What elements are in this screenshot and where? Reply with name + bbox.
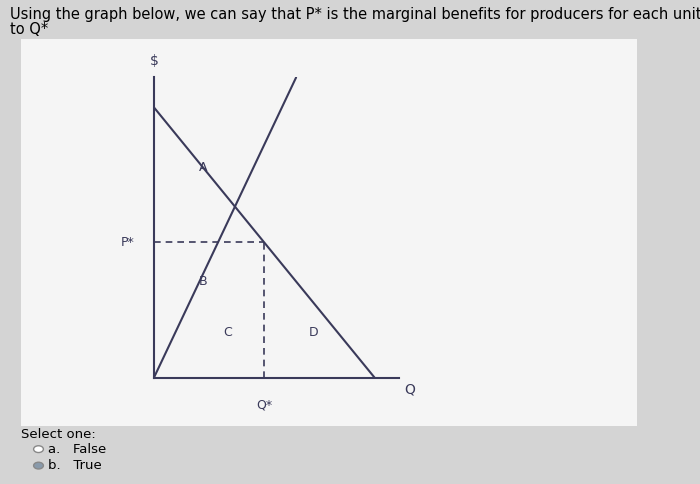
- Text: a.   False: a. False: [48, 443, 106, 455]
- Text: Q: Q: [404, 382, 415, 396]
- Text: $: $: [150, 54, 158, 68]
- Text: Select one:: Select one:: [21, 428, 96, 441]
- Text: C: C: [223, 326, 232, 339]
- Text: P*: P*: [120, 236, 134, 249]
- Text: B: B: [199, 275, 207, 288]
- Text: D: D: [309, 326, 318, 339]
- Text: b.   True: b. True: [48, 459, 102, 472]
- Text: A: A: [199, 161, 207, 174]
- Text: Q*: Q*: [256, 398, 272, 411]
- Text: Using the graph below, we can say that P* is the marginal benefits for producers: Using the graph below, we can say that P…: [10, 7, 700, 22]
- Text: to Q*: to Q*: [10, 22, 49, 37]
